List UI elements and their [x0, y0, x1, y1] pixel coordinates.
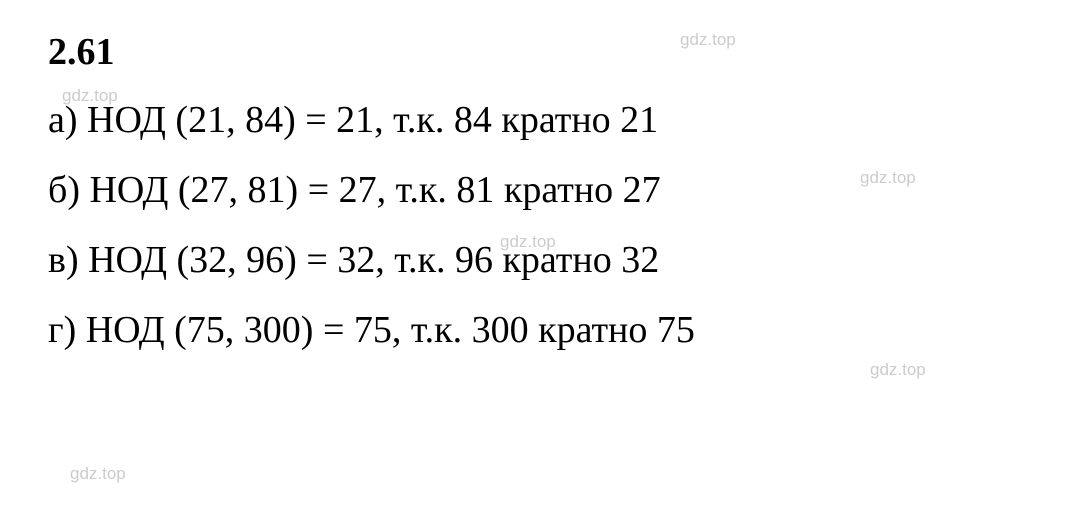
line-c: в) НОД (32, 96) = 32, т.к. 96 кратно 32 [48, 238, 1036, 282]
watermark: gdz.top [70, 464, 126, 484]
watermark: gdz.top [870, 360, 926, 380]
line-a: а) НОД (21, 84) = 21, т.к. 84 кратно 21 [48, 98, 1036, 142]
line-b: б) НОД (27, 81) = 27, т.к. 81 кратно 27 [48, 168, 1036, 212]
line-d: г) НОД (75, 300) = 75, т.к. 300 кратно 7… [48, 308, 1036, 352]
problem-number: 2.61 [48, 30, 1036, 74]
